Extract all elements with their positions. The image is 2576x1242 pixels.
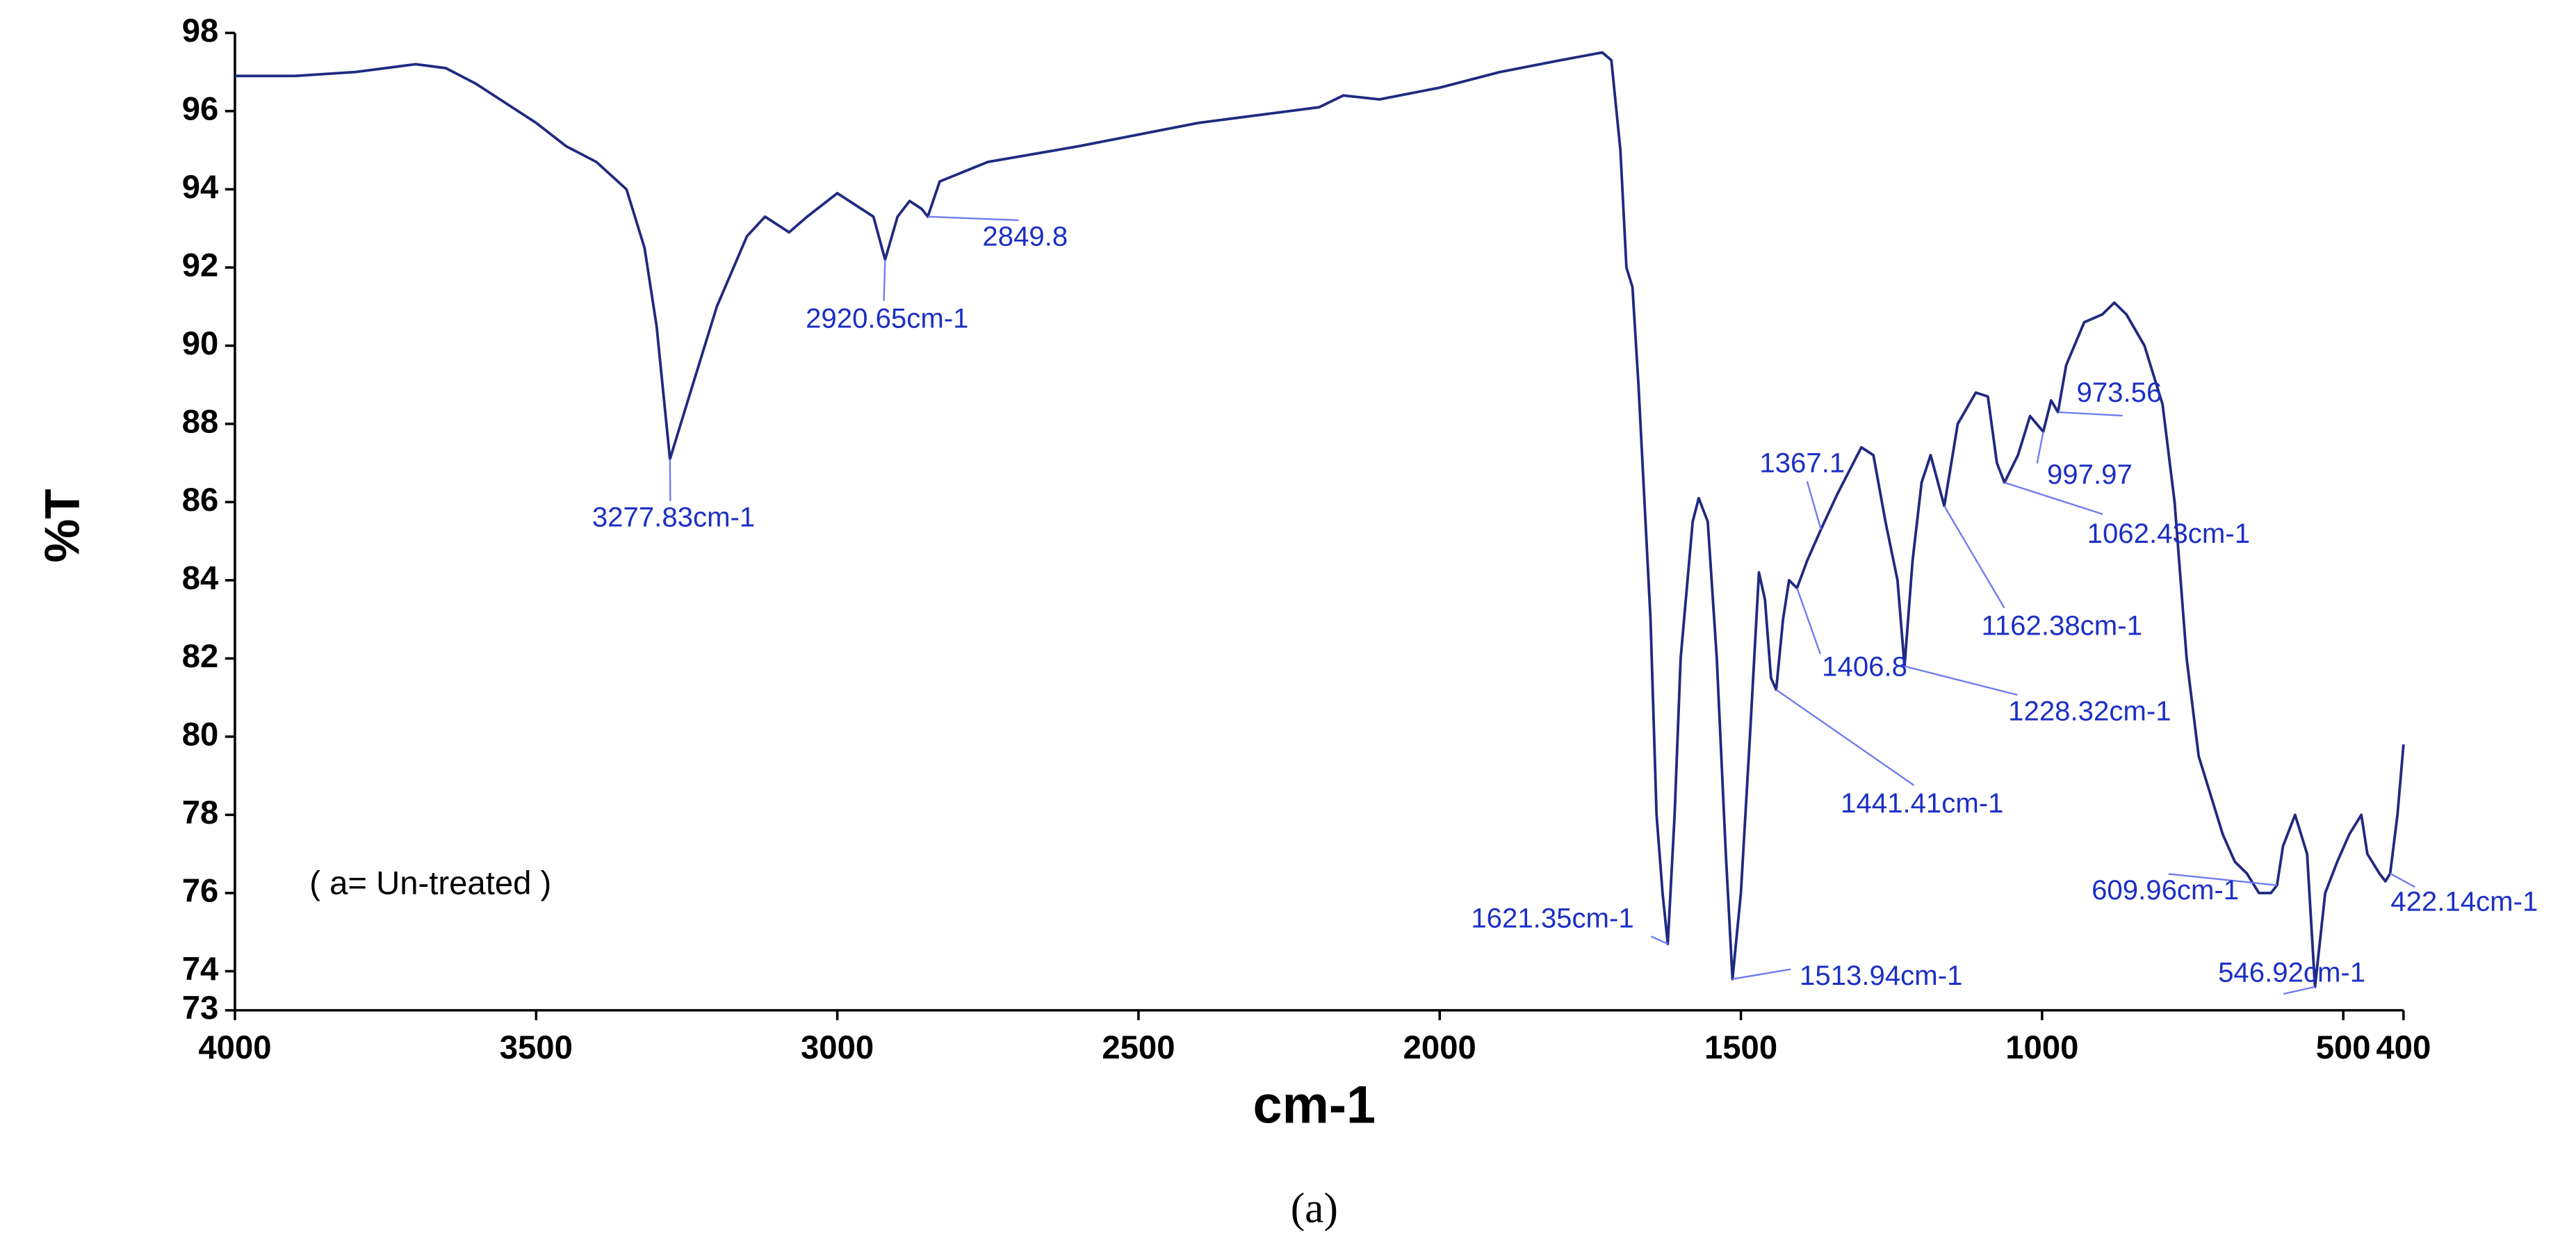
annotation-leader — [2168, 873, 2277, 886]
y-tick-label: 90 — [182, 325, 219, 362]
annotation-label: 2849.8 — [982, 220, 1068, 252]
annotation-label: 1406.8 — [1822, 651, 1907, 683]
annotation-label: 422.14cm-1 — [2390, 886, 2538, 917]
annotation-label: 997.97 — [2047, 459, 2133, 490]
y-tick-label: 94 — [182, 169, 219, 206]
annotation-label: 1062.43cm-1 — [2087, 518, 2250, 549]
y-tick-label: 76 — [182, 872, 219, 909]
annotation-leader — [2057, 411, 2123, 417]
x-tick-label: 400 — [2376, 1029, 2431, 1066]
annotation-label: 3277.83cm-1 — [592, 502, 755, 533]
annotation-leader — [2283, 986, 2315, 995]
annotation-leader — [2004, 482, 2103, 515]
annotation-leader — [1806, 481, 1822, 530]
spectrum-line — [234, 51, 2405, 988]
annotation-label: 973.56 — [2077, 377, 2162, 408]
annotation-leader — [1796, 587, 1821, 655]
y-tick-label: 84 — [182, 559, 219, 596]
y-tick-label: 82 — [182, 638, 219, 675]
y-tick-label: 80 — [182, 716, 219, 753]
annotation-label: 1367.1 — [1759, 448, 1845, 479]
caption: (a) — [1291, 1184, 1338, 1232]
annotation-leader — [1650, 935, 1668, 945]
y-tick-label: 74 — [182, 951, 219, 988]
x-tick-label: 2000 — [1403, 1029, 1476, 1066]
x-tick-label: 1500 — [1704, 1029, 1777, 1066]
annotation-label: 609.96cm-1 — [2092, 874, 2239, 906]
annotation-leader — [2390, 872, 2415, 888]
annotation-label: 1513.94cm-1 — [1800, 960, 1962, 991]
annotation-label: 1228.32cm-1 — [2008, 695, 2171, 726]
annotation-leader — [1943, 505, 2005, 609]
x-axis-label: cm-1 — [1253, 1076, 1376, 1134]
y-tick-label: 92 — [182, 247, 219, 284]
annotation-leader — [1732, 968, 1791, 980]
x-tick-label: 2500 — [1102, 1029, 1175, 1066]
sample-note: ( a= Un-treated ) — [309, 865, 551, 902]
annotation-label: 1162.38cm-1 — [1982, 610, 2142, 642]
annotation-label: 1621.35cm-1 — [1471, 902, 1633, 933]
annotation-label: 2920.65cm-1 — [806, 303, 968, 334]
annotation-leader — [2036, 431, 2044, 464]
x-tick-label: 3000 — [801, 1029, 874, 1066]
annotation-leader — [927, 215, 1019, 221]
y-tick-label: 73 — [182, 990, 219, 1027]
x-tick-label: 1000 — [2005, 1029, 2078, 1066]
annotation-label: 546.92cm-1 — [2218, 956, 2365, 988]
y-tick-label: 98 — [182, 13, 219, 49]
x-tick-label: 500 — [2316, 1029, 2371, 1066]
y-tick-label: 78 — [182, 794, 219, 831]
y-axis-label: %T — [35, 489, 90, 562]
annotation-leader — [1904, 665, 2018, 696]
annotation-leader — [883, 259, 886, 301]
y-tick-label: 86 — [182, 482, 219, 518]
y-tick-label: 88 — [182, 403, 219, 440]
x-tick-label: 4000 — [198, 1029, 271, 1066]
y-tick-label: 96 — [182, 90, 219, 127]
x-tick-label: 3500 — [500, 1029, 573, 1066]
annotation-label: 1441.41cm-1 — [1841, 787, 2003, 819]
annotation-leader — [1775, 689, 1915, 786]
